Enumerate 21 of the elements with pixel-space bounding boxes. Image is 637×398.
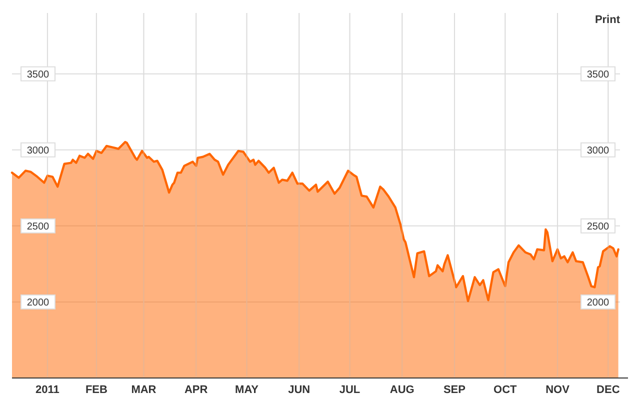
x-tick-label: APR [184,384,208,396]
y2-tick-label: 3000 [586,145,610,156]
x-tick-label: AUG [390,384,414,396]
annotation: Print [594,14,620,26]
x-tick-label: MAR [131,384,156,396]
x-tick-label: JUN [288,384,310,396]
x-tick-label: OCT [494,384,518,396]
x-tick-label: MAY [235,384,260,396]
y2-tick-label: 2000 [586,297,610,308]
y2-tick-label: 3500 [586,69,610,80]
x-tick-label: NOV [546,384,570,396]
x-tick-label: DEC [596,384,620,396]
y-tick-label: 2000 [26,297,50,308]
y-tick-label: 3500 [26,69,50,80]
y-tick-label: 2500 [26,221,50,232]
x-tick-label: SEP [443,384,466,396]
x-tick-label: JUL [339,384,360,396]
y2-tick-label: 2500 [586,221,610,232]
y-tick-label: 3000 [26,145,50,156]
x-tick-label: FEB [85,384,108,396]
x-tick-label: 2011 [36,384,60,396]
